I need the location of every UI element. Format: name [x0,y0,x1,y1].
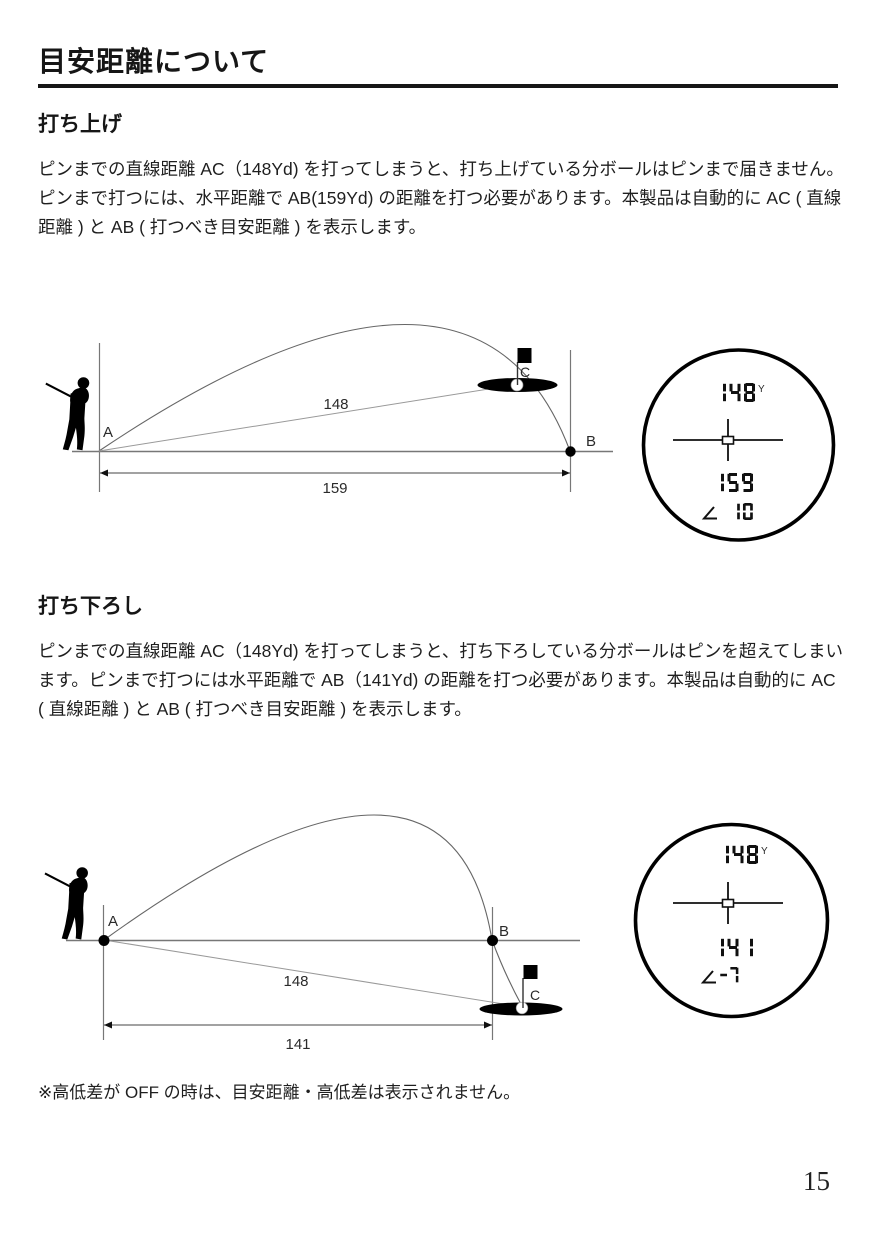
sight-line-ac [98,383,521,452]
label-c: C [530,987,540,1003]
page-number: 15 [803,1166,830,1196]
scope-target-distance [726,845,758,864]
scope-unit: Y [758,384,765,395]
angle-icon [701,506,717,520]
section-heading-uphill: 打ち上げ [38,113,122,136]
hole-circle [515,1001,529,1015]
trajectory-arc [103,814,523,1007]
angle-icon [700,970,716,984]
footnote: ※高低差が OFF の時は、目安距離・高低差は表示されません。 [38,1083,521,1102]
section-body-uphill: ピンまでの直線距離 AC（148Yd) を打ってしまうと、打ち上げている分ボール… [38,159,844,237]
line-distance-label: 148 [323,396,348,413]
title-rule [38,84,838,88]
golfer-icon [44,867,88,940]
dimension-horizontal: 141 [104,1021,492,1053]
section-body-downhill: ピンまでの直線距離 AC（148Yd) を打ってしまうと、打ち下ろしている分ボー… [38,641,843,719]
scope-target-distance [723,383,755,402]
dimension-horizontal: 159 [100,469,570,497]
scope-circle [641,348,836,542]
label-a: A [108,913,118,930]
figure-uphill: A B C 148 159 Y [45,323,836,542]
tee-point-a [98,935,110,946]
scope-circle [633,822,830,1019]
label-b: B [499,923,509,940]
sight-line-ac [103,939,523,1008]
scope-crosshair-icon [673,419,783,461]
scope-unit: Y [761,846,768,857]
golfer-icon [45,377,90,451]
landing-point-b [487,935,498,946]
pin-flag-icon [516,348,532,385]
figure-downhill: A B C 148 141 Y [44,814,830,1053]
landing-point-b [565,446,576,457]
scope-display: Y [641,348,836,542]
scope-angle-value [737,503,753,520]
line-distance-label: 148 [283,973,308,990]
pin-flag-icon [522,965,538,1008]
label-a: A [103,424,113,441]
scope-angle-value [720,967,739,983]
scope-play-distance [721,938,753,957]
page-title: 目安距離について [38,46,270,77]
scope-display: Y [633,822,830,1019]
label-b: B [586,433,596,450]
svg-text:141: 141 [285,1036,310,1053]
label-c: C [520,364,530,380]
svg-text:159: 159 [322,480,347,497]
scope-crosshair-icon [673,882,783,924]
section-heading-downhill: 打ち下ろし [38,595,143,618]
scope-play-distance [721,473,753,492]
